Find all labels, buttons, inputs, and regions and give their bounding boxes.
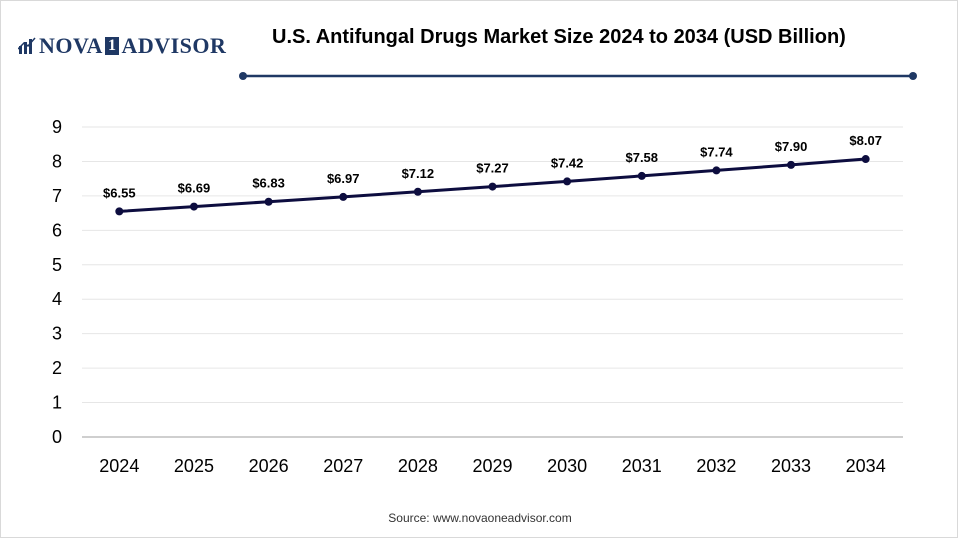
brand-logo: NOVA 1 ADVISOR	[18, 33, 226, 59]
y-tick-label: 9	[52, 117, 62, 137]
chart-title: U.S. Antifungal Drugs Market Size 2024 t…	[272, 26, 846, 48]
x-tick-label: 2026	[249, 456, 289, 476]
brand-name-left: NOVA	[39, 33, 103, 58]
y-tick-label: 5	[52, 255, 62, 275]
x-tick-label: 2031	[622, 456, 662, 476]
data-point	[861, 155, 870, 164]
y-tick-label: 8	[52, 151, 62, 171]
y-tick-label: 4	[52, 289, 62, 309]
source-note: Source: www.novaoneadvisor.com	[388, 511, 572, 525]
x-tick-label: 2028	[398, 456, 438, 476]
bar-chart-icon	[18, 37, 36, 54]
y-tick-label: 7	[52, 186, 62, 206]
y-tick-label: 2	[52, 358, 62, 378]
x-tick-label: 2024	[99, 456, 139, 476]
x-tick-label: 2030	[547, 456, 587, 476]
x-tick-label: 2032	[696, 456, 736, 476]
data-label: $7.12	[402, 166, 435, 181]
x-tick-label: 2027	[323, 456, 363, 476]
data-point	[189, 202, 198, 211]
data-label: $7.27	[476, 161, 509, 176]
y-tick-label: 1	[52, 393, 62, 413]
data-label: $7.58	[625, 150, 658, 165]
x-tick-label: 2033	[771, 456, 811, 476]
data-label: $6.83	[252, 176, 285, 191]
brand-name-right: ADVISOR	[121, 33, 227, 58]
data-label: $8.07	[849, 133, 882, 148]
x-tick-label: 2029	[472, 456, 512, 476]
data-label: $7.74	[700, 144, 733, 159]
brand-name-mid: 1	[104, 37, 120, 55]
data-point	[712, 166, 721, 175]
data-point	[637, 171, 646, 180]
y-tick-label: 6	[52, 220, 62, 240]
data-point	[115, 207, 124, 216]
data-label: $6.55	[103, 185, 136, 200]
data-point	[787, 160, 796, 169]
data-label: $7.90	[775, 139, 808, 154]
data-point	[488, 182, 497, 191]
data-label: $7.42	[551, 155, 584, 170]
x-tick-label: 2034	[846, 456, 886, 476]
data-label: $6.69	[178, 181, 211, 196]
y-tick-label: 0	[52, 427, 62, 447]
y-tick-label: 3	[52, 324, 62, 344]
x-tick-label: 2025	[174, 456, 214, 476]
data-point	[264, 197, 273, 206]
data-point	[339, 192, 348, 201]
title-underline-left-dot	[239, 72, 247, 80]
data-point	[563, 177, 572, 186]
title-underline-right-dot	[909, 72, 917, 80]
data-point	[413, 187, 422, 196]
data-label: $6.97	[327, 171, 360, 186]
